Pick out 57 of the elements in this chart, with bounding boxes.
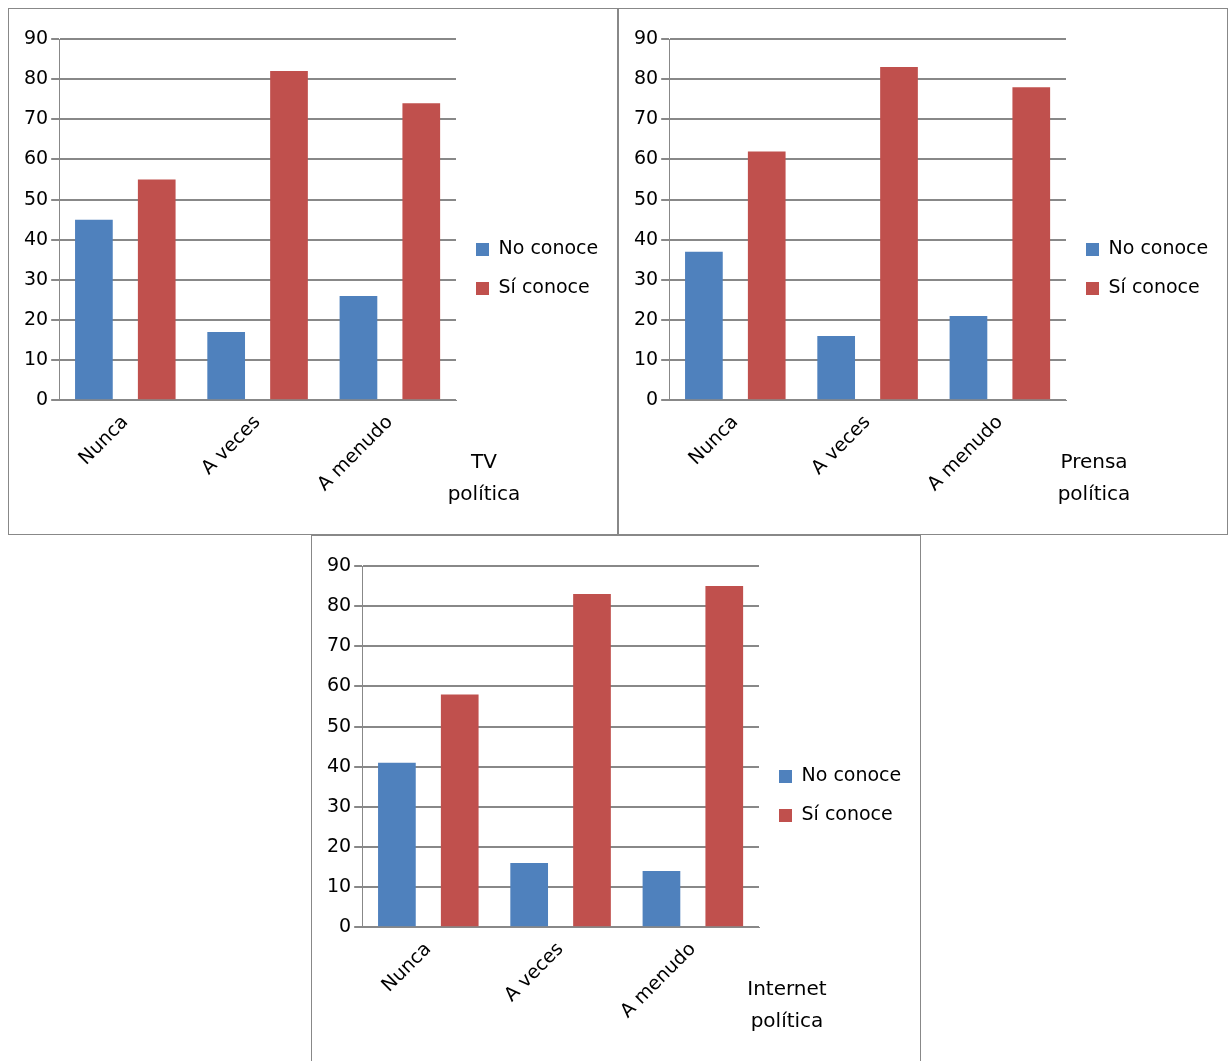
text: Prensa política	[1056, 448, 1132, 507]
y-tick-label: 10	[326, 874, 352, 897]
legend-label: No conoce	[498, 236, 599, 259]
y-tick-label: 20	[23, 306, 49, 329]
y-tick-label: 70	[23, 106, 49, 129]
bar	[402, 103, 441, 400]
y-tick-label: 80	[633, 66, 659, 89]
y-tick-label: 30	[23, 266, 49, 289]
y-tick-label: 20	[326, 833, 352, 856]
y-tick-label: 20	[633, 306, 659, 329]
y-tick-label: 40	[326, 753, 352, 776]
legend-label: No conoce	[1108, 236, 1209, 259]
bar	[685, 251, 723, 400]
bar	[573, 594, 611, 927]
text: TV política	[446, 448, 522, 507]
y-tick-label: 40	[633, 226, 659, 249]
y-tick-label: 50	[23, 186, 49, 209]
bar	[270, 71, 308, 400]
y-tick-label: 30	[326, 793, 352, 816]
y-tick-label: 10	[23, 347, 49, 370]
y-tick-label: 70	[633, 106, 659, 129]
y-tick-label: 50	[326, 713, 352, 736]
legend-label: No conoce	[801, 763, 902, 786]
bar	[817, 336, 856, 400]
bar	[378, 762, 416, 927]
y-tick-label: 80	[326, 593, 352, 616]
y-tick-label: 90	[633, 25, 659, 48]
legend-label: Sí conoce	[498, 275, 590, 298]
y-tick-label: 70	[326, 633, 352, 656]
bar	[642, 871, 681, 927]
legend-label: Sí conoce	[1108, 275, 1200, 298]
bar	[75, 219, 113, 400]
text: Internet política	[746, 975, 828, 1034]
y-tick-label: 0	[36, 387, 49, 410]
y-tick-label: 90	[326, 552, 352, 575]
bar	[949, 315, 988, 400]
bar	[880, 67, 918, 400]
bar	[440, 694, 479, 927]
y-tick-label: 10	[633, 347, 659, 370]
y-tick-label: 60	[326, 673, 352, 696]
y-tick-label: 60	[23, 146, 49, 169]
bar	[510, 863, 549, 927]
y-tick-label: 50	[633, 186, 659, 209]
y-tick-label: 30	[633, 266, 659, 289]
y-tick-label: 0	[339, 914, 352, 937]
bar	[207, 332, 246, 400]
bar	[1012, 87, 1051, 400]
bar	[339, 295, 378, 400]
y-tick-label: 90	[23, 25, 49, 48]
bar	[705, 586, 744, 927]
y-tick-label: 60	[633, 146, 659, 169]
bar	[137, 179, 176, 400]
y-tick-label: 80	[23, 66, 49, 89]
bar	[747, 151, 786, 400]
y-tick-label: 0	[646, 387, 659, 410]
legend-label: Sí conoce	[801, 802, 893, 825]
y-tick-label: 40	[23, 226, 49, 249]
